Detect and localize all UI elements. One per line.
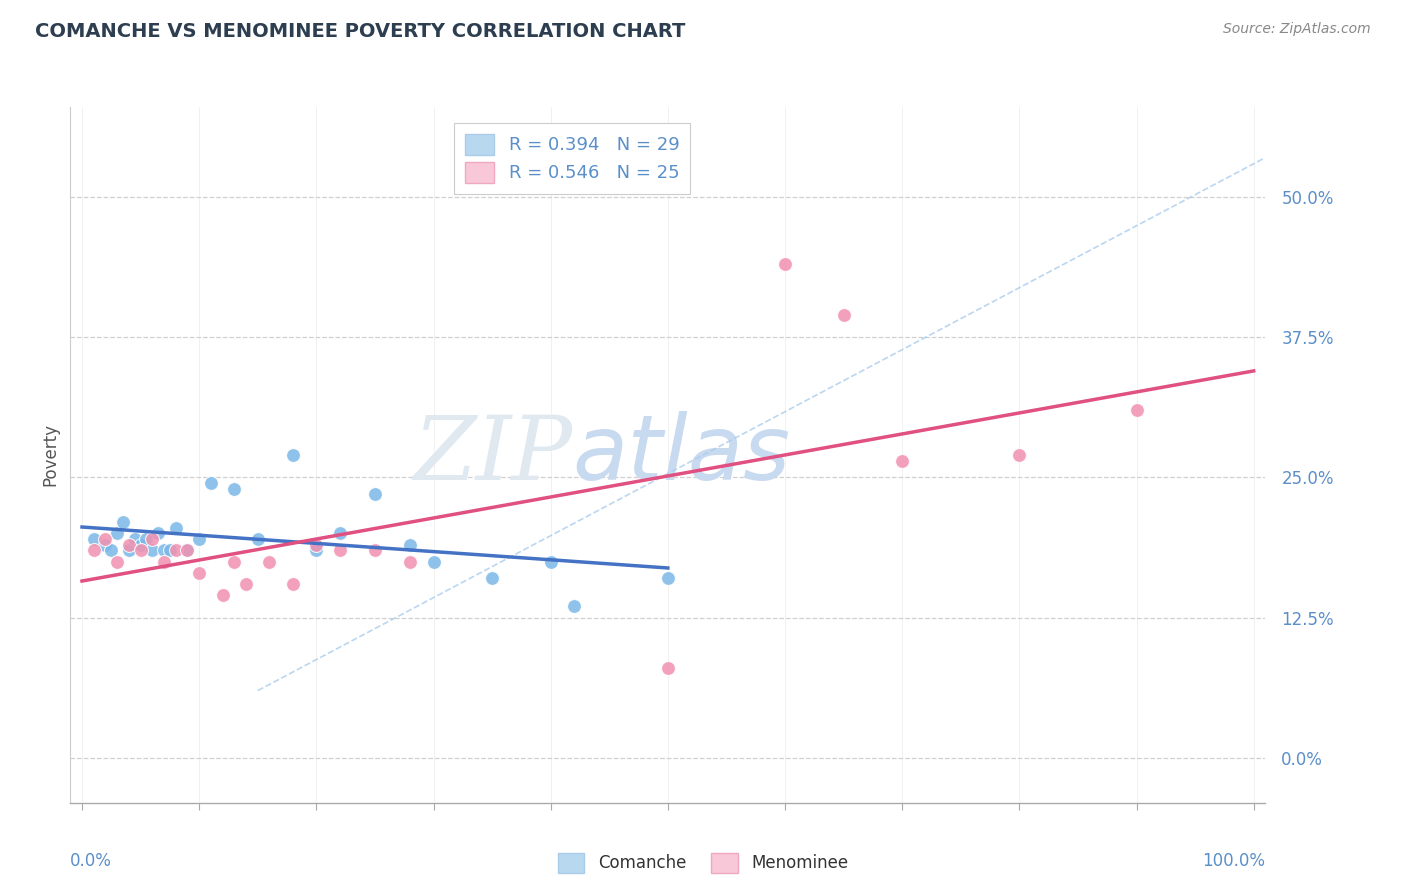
Point	[148, 526, 170, 541]
Point	[176, 543, 198, 558]
Legend: Comanche, Menominee: Comanche, Menominee	[551, 847, 855, 880]
Point	[118, 538, 141, 552]
Point	[129, 538, 152, 552]
Point	[135, 532, 157, 546]
Point	[224, 482, 246, 496]
Point	[100, 543, 122, 558]
Point	[259, 555, 281, 569]
Point	[481, 571, 503, 585]
Point	[235, 577, 257, 591]
Legend: R = 0.394   N = 29, R = 0.546   N = 25: R = 0.394 N = 29, R = 0.546 N = 25	[454, 123, 690, 194]
Point	[773, 257, 796, 271]
Point	[224, 555, 246, 569]
Point	[165, 543, 187, 558]
Point	[153, 555, 176, 569]
Point	[246, 532, 269, 546]
Point	[165, 521, 187, 535]
Point	[94, 538, 117, 552]
Point	[153, 543, 176, 558]
Point	[281, 448, 304, 462]
Point	[83, 543, 105, 558]
Point	[1008, 448, 1031, 462]
Text: 100.0%: 100.0%	[1202, 852, 1265, 870]
Point	[118, 543, 141, 558]
Point	[657, 661, 679, 675]
Point	[1125, 403, 1147, 417]
Point	[176, 543, 198, 558]
Text: atlas: atlas	[572, 411, 790, 499]
Point	[422, 555, 444, 569]
Point	[540, 555, 562, 569]
Point	[399, 538, 422, 552]
Point	[329, 526, 352, 541]
Point	[832, 308, 855, 322]
Text: 0.0%: 0.0%	[70, 852, 112, 870]
Point	[305, 538, 328, 552]
Point	[364, 543, 387, 558]
Point	[305, 543, 328, 558]
Text: ZIP: ZIP	[413, 411, 572, 499]
Point	[159, 543, 181, 558]
Point	[188, 566, 211, 580]
Point	[141, 543, 163, 558]
Point	[105, 526, 128, 541]
Point	[657, 571, 679, 585]
Point	[200, 475, 222, 490]
Point	[124, 532, 146, 546]
Point	[329, 543, 352, 558]
Point	[281, 577, 304, 591]
Text: COMANCHE VS MENOMINEE POVERTY CORRELATION CHART: COMANCHE VS MENOMINEE POVERTY CORRELATIO…	[35, 22, 686, 41]
Point	[129, 543, 152, 558]
Point	[188, 532, 211, 546]
Point	[211, 588, 233, 602]
Point	[83, 532, 105, 546]
Y-axis label: Poverty: Poverty	[41, 424, 59, 486]
Point	[399, 555, 422, 569]
Text: Source: ZipAtlas.com: Source: ZipAtlas.com	[1223, 22, 1371, 37]
Point	[94, 532, 117, 546]
Point	[141, 532, 163, 546]
Point	[105, 555, 128, 569]
Point	[364, 487, 387, 501]
Point	[562, 599, 585, 614]
Point	[112, 515, 135, 529]
Point	[891, 453, 914, 467]
